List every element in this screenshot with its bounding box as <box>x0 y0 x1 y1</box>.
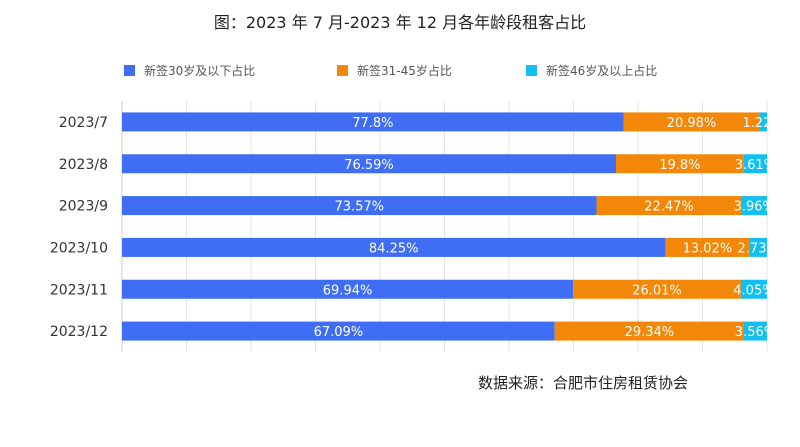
category-label: 2023/11 <box>50 282 108 298</box>
legend-swatch-age-31-45 <box>337 64 348 76</box>
data-label-age-30-below: 69.94% <box>323 283 373 298</box>
legend-label-age-30-below: 新签30岁及以下占比 <box>144 63 256 78</box>
bar-segment-age-31-45 <box>623 112 760 132</box>
data-label-age-30-below: 67.09% <box>314 325 364 340</box>
legend-item-age-31-45: 新签31-45岁占比 <box>337 60 452 80</box>
category-label: 2023/9 <box>59 199 108 215</box>
bars-group: 77.8% 20.98% 1.22% 76.59% 19.8% 3.61% 73.57% 22… <box>122 112 783 341</box>
legend-item-age-30-below: 新签30岁及以下占比 <box>124 60 255 80</box>
data-source-note: 数据来源：合肥市住房租赁协会 <box>478 374 689 392</box>
category-label: 2023/10 <box>50 240 108 256</box>
data-label-age-46-above: 4.05% <box>733 283 774 298</box>
data-label-age-31-45: 19.8% <box>659 158 700 173</box>
data-label-age-30-below: 84.25% <box>369 241 419 256</box>
legend-swatch-age-46-above <box>526 64 537 76</box>
category-label: 2023/7 <box>59 115 108 131</box>
data-label-age-31-45: 22.47% <box>644 200 694 215</box>
bar-segment-age-31-45 <box>554 321 744 341</box>
data-label-age-46-above: 3.56% <box>735 325 776 340</box>
bar-segment-age-30-below <box>122 237 666 257</box>
data-label-age-31-45: 20.98% <box>667 116 717 131</box>
bar-segment-age-30-below <box>122 112 624 132</box>
data-label-age-31-45: 29.34% <box>625 325 675 340</box>
bar-segment-age-30-below <box>122 196 597 216</box>
data-label-age-46-above: 3.61% <box>735 158 776 173</box>
bar-segment-age-31-45 <box>573 279 741 299</box>
chart-title: 图：2023 年 7 月-2023 年 12 月各年龄段租客占比 <box>213 13 587 32</box>
data-label-age-31-45: 26.01% <box>632 283 682 298</box>
data-label-age-30-below: 73.57% <box>334 200 384 215</box>
bar-segment-age-46-above <box>759 112 767 132</box>
data-label-age-46-above: 1.22% <box>742 116 783 131</box>
legend-label-age-46-above: 新签46岁及以上占比 <box>546 63 658 78</box>
legend-swatch-age-30-below <box>124 64 135 76</box>
data-label-age-46-above: 3.96% <box>734 200 775 215</box>
category-label: 2023/8 <box>59 157 108 173</box>
bar-segment-age-30-below <box>122 321 555 341</box>
data-label-age-30-below: 76.59% <box>344 158 394 173</box>
bar-segment-age-31-45 <box>596 196 742 216</box>
bar-segment-age-46-above <box>743 154 767 174</box>
category-label: 2023/12 <box>50 324 108 340</box>
bar-segment-age-31-45 <box>616 154 744 174</box>
chart-legend: 新签30岁及以下占比 新签31-45岁占比 新签46岁及以上占比 <box>0 60 800 80</box>
legend-item-age-46-above: 新签46岁及以上占比 <box>526 60 657 80</box>
bar-segment-age-30-below <box>122 154 617 174</box>
bar-segment-age-46-above <box>741 196 767 216</box>
bar-segment-age-31-45 <box>665 237 750 257</box>
legend-label-age-31-45: 新签31-45岁占比 <box>357 63 452 78</box>
data-label-age-31-45: 13.02% <box>683 241 733 256</box>
data-label-age-46-above: 2.73% <box>738 241 779 256</box>
bar-segment-age-46-above <box>749 237 767 257</box>
bar-segment-age-46-above <box>743 321 767 341</box>
data-label-age-30-below: 77.8% <box>352 116 393 131</box>
bar-segment-age-46-above <box>740 279 767 299</box>
bar-segment-age-30-below <box>122 279 574 299</box>
